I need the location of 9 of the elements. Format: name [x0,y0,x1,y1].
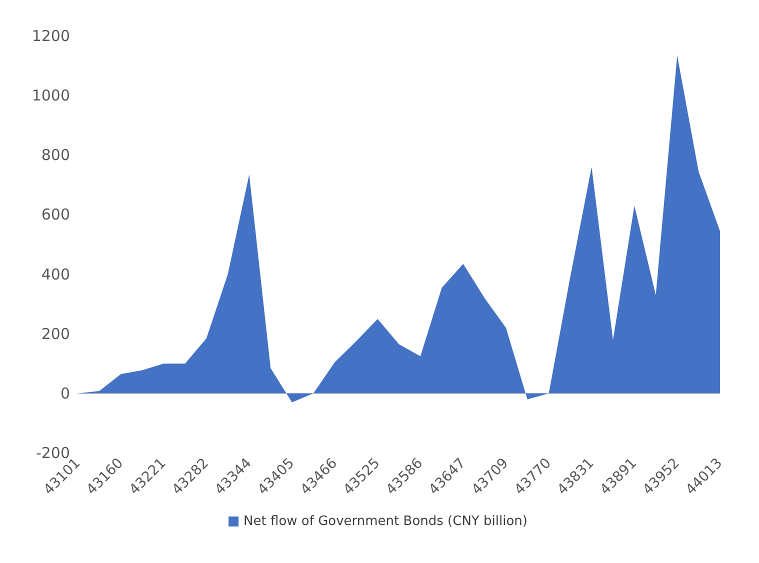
y-tick-label: 600 [41,206,70,224]
y-tick-label: 400 [41,265,70,284]
y-tick-label: 0 [60,384,70,402]
y-tick-label: 1200 [32,27,70,45]
legend-label: Net flow of Government Bonds (CNY billion) [244,514,528,529]
y-tick-label: 1000 [32,86,70,105]
y-tick-label: -200 [36,444,70,462]
y-tick-label: 800 [41,146,70,164]
y-tick-label: 200 [41,324,70,343]
